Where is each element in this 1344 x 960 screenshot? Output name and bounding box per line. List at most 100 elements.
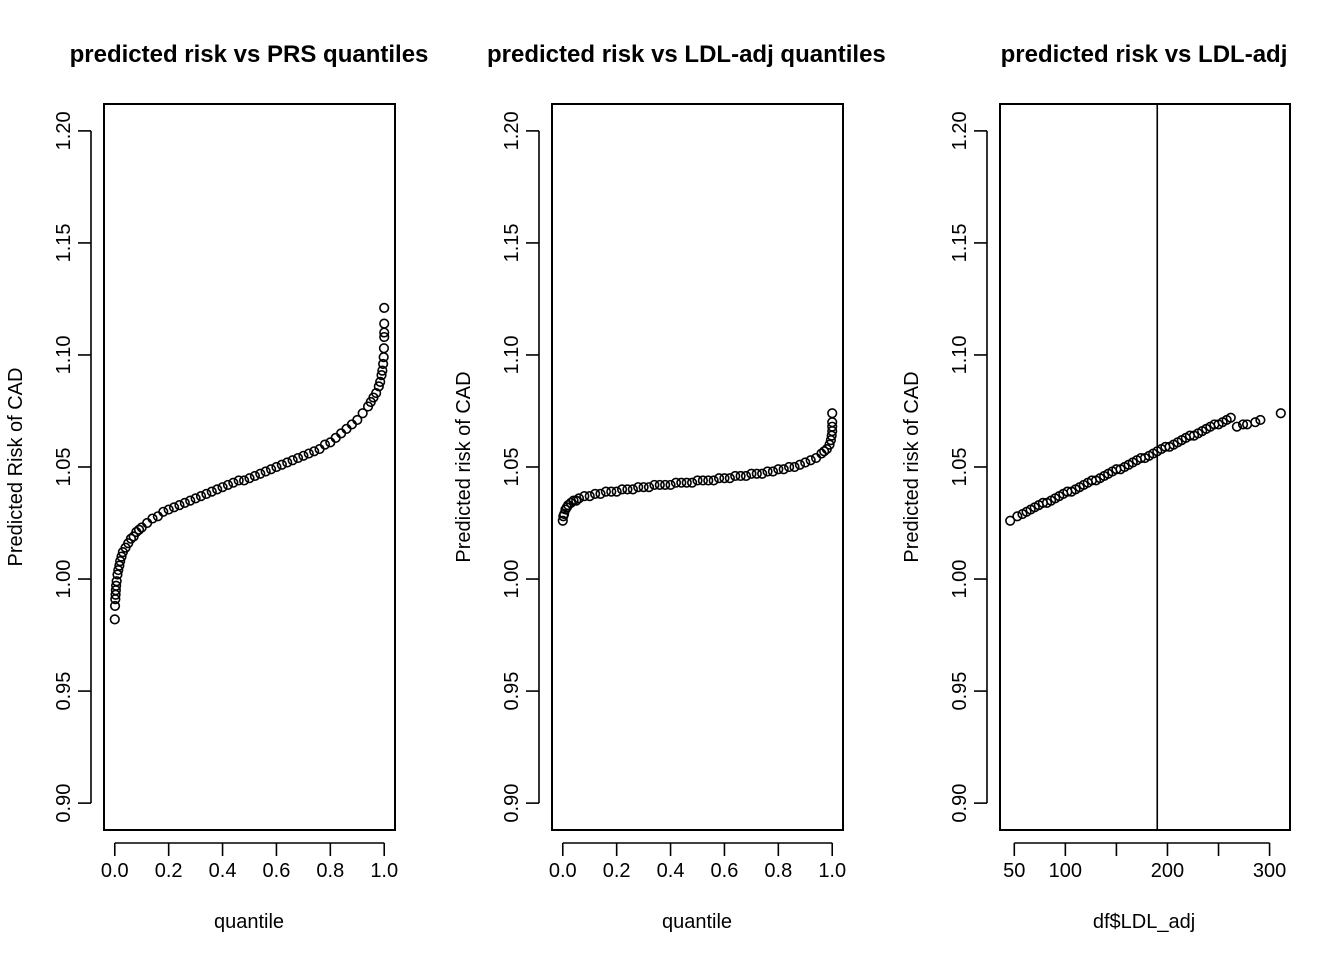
y-tick-label: 1.05 [949, 448, 971, 487]
data-point [697, 475, 708, 486]
data-point [201, 488, 212, 499]
x-tick-label: 0.0 [549, 860, 577, 882]
data-point [757, 468, 768, 479]
x-tick-label: 1.0 [370, 860, 398, 882]
data-point [239, 475, 250, 486]
x-axis-label: quantile [214, 911, 284, 933]
data-point [1012, 511, 1023, 522]
data-point [190, 493, 201, 504]
data-point [800, 457, 811, 468]
data-point [827, 421, 838, 432]
y-tick-label: 1.05 [501, 448, 523, 487]
data-point [703, 475, 714, 486]
data-point [375, 376, 386, 387]
points-layer [1005, 104, 1286, 830]
y-tick-label: 1.10 [949, 335, 971, 374]
x-tick-label: 0.8 [764, 860, 792, 882]
x-tick-label: 0.4 [657, 860, 685, 882]
y-tick-label: 1.10 [53, 335, 75, 374]
data-point [233, 475, 244, 486]
data-point [681, 477, 692, 488]
x-tick-label: 50 [1003, 860, 1025, 882]
x-axis-label: df$LDL_adj [1093, 911, 1195, 933]
data-point [676, 477, 687, 488]
data-point [133, 524, 145, 535]
data-point [762, 466, 773, 477]
plot-frame [999, 103, 1291, 831]
data-point [1005, 515, 1016, 526]
data-point [559, 508, 570, 520]
y-tick-label: 1.15 [501, 223, 523, 262]
data-point [179, 497, 190, 508]
data-point [125, 533, 137, 544]
data-point [1255, 414, 1266, 426]
data-point [579, 491, 590, 502]
x-tick-label: 0.0 [101, 860, 129, 882]
data-point [116, 551, 127, 562]
data-point [595, 488, 606, 499]
data-point [195, 491, 207, 502]
x-tick-label: 0.6 [711, 860, 739, 882]
data-point [111, 576, 122, 587]
data-point [379, 331, 390, 343]
data-point [794, 459, 805, 470]
data-point [611, 486, 622, 497]
data-point [271, 461, 282, 473]
data-point [805, 455, 816, 466]
data-point [649, 479, 660, 491]
y-tick-label: 0.95 [53, 672, 75, 711]
data-point [606, 486, 617, 497]
y-axis: 0.90 0.95 1.00 1.05 1.10 1.15 1.20 [53, 111, 92, 823]
x-tick-label: 200 [1151, 860, 1184, 882]
x-tick-label: 0.6 [263, 860, 291, 882]
x-axis-label: quantile [662, 911, 732, 933]
y-axis-label: Predicted Risk of CAD [5, 368, 27, 567]
y-tick-label: 1.20 [949, 111, 971, 150]
data-point [1237, 419, 1249, 430]
chart-title: predicted risk vs LDL-adj [1001, 41, 1288, 68]
data-point [276, 459, 287, 470]
plot-frame [103, 103, 396, 831]
data-point [1231, 421, 1242, 432]
data-point [616, 484, 628, 495]
data-point [282, 457, 293, 468]
data-point [377, 365, 388, 376]
panel-ldl-adj: predicted risk vs LDL-adj 50 100 200 300 0.… [901, 41, 1291, 933]
data-point [244, 473, 255, 484]
data-point [222, 479, 234, 491]
y-axis: 0.90 0.95 1.00 1.05 1.10 1.15 1.20 [501, 111, 540, 823]
data-point [185, 495, 196, 506]
x-tick-label: 1.0 [818, 860, 846, 882]
data-point [565, 497, 576, 508]
panel-prs-quantiles: predicted risk vs PRS quantiles 0.0 0.2 0.… [5, 41, 428, 933]
data-point [713, 473, 725, 484]
data-point [819, 446, 830, 457]
data-point [751, 468, 762, 479]
data-point [708, 475, 719, 486]
y-tick-label: 0.95 [949, 672, 971, 711]
panel-ldl-quantiles: predicted risk vs LDL-adj quantiles 0.0 0… [453, 41, 886, 933]
data-point [115, 556, 126, 567]
y-tick-label: 1.00 [53, 560, 75, 599]
y-tick-label: 1.20 [501, 111, 523, 150]
data-point [746, 468, 757, 479]
data-point [163, 504, 174, 515]
data-point [378, 358, 389, 370]
data-point [687, 477, 698, 488]
data-point [265, 464, 277, 475]
y-axis-label: Predicted risk of CAD [453, 371, 475, 562]
data-point [584, 491, 595, 502]
y-axis: 0.90 0.95 1.00 1.05 1.10 1.15 1.20 [949, 111, 988, 823]
data-point [654, 479, 665, 491]
data-point [319, 439, 331, 450]
y-tick-label: 0.95 [501, 672, 523, 711]
data-point [379, 302, 390, 314]
y-tick-label: 1.10 [501, 335, 523, 374]
data-point [665, 479, 676, 491]
y-tick-label: 1.20 [53, 111, 75, 150]
data-point [622, 484, 633, 495]
data-point [778, 464, 789, 475]
data-point [557, 515, 568, 526]
data-point [109, 614, 120, 625]
